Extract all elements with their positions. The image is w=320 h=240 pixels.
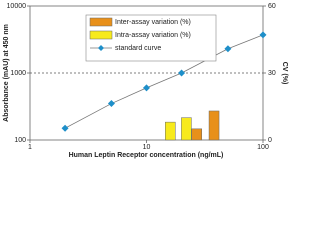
legend-swatch: [89, 30, 113, 40]
y-tick-label: 100: [14, 137, 26, 144]
chart: Human Leptin Receptor concentration (ng/…: [3, 3, 288, 159]
point: [61, 124, 69, 132]
legend-swatch: [89, 17, 113, 27]
point: [259, 31, 267, 39]
x-tick-label: 10: [143, 144, 151, 151]
x-tick-label: 1: [28, 144, 32, 151]
point: [143, 84, 150, 92]
bar: [165, 121, 176, 141]
y-tick-label: 10000: [7, 3, 27, 10]
legend-label: Intra-assay variation (%): [115, 32, 191, 39]
point: [107, 100, 115, 108]
bar: [181, 117, 192, 141]
line: [64, 34, 264, 129]
y2-axis-label: CV (%): [281, 62, 288, 85]
y2-tick-label: 60: [268, 3, 276, 10]
y-tick-label: 1000: [10, 70, 26, 77]
y2-tick-label: 30: [268, 70, 276, 77]
bar: [208, 110, 220, 141]
point: [178, 69, 186, 77]
bar: [191, 128, 203, 141]
point: [224, 45, 232, 53]
x-axis-label: Human Leptin Receptor concentration (ng/…: [69, 152, 224, 159]
legend-label: standard curve: [115, 45, 161, 52]
y2-tick-label: 0: [268, 137, 272, 144]
legend-swatch: [98, 45, 104, 51]
y-axis-label: Absorbance (mAU) at 450 nm: [3, 24, 10, 122]
x-tick-label: 100: [257, 144, 269, 151]
legend-label: Inter-assay variation (%): [115, 19, 191, 26]
